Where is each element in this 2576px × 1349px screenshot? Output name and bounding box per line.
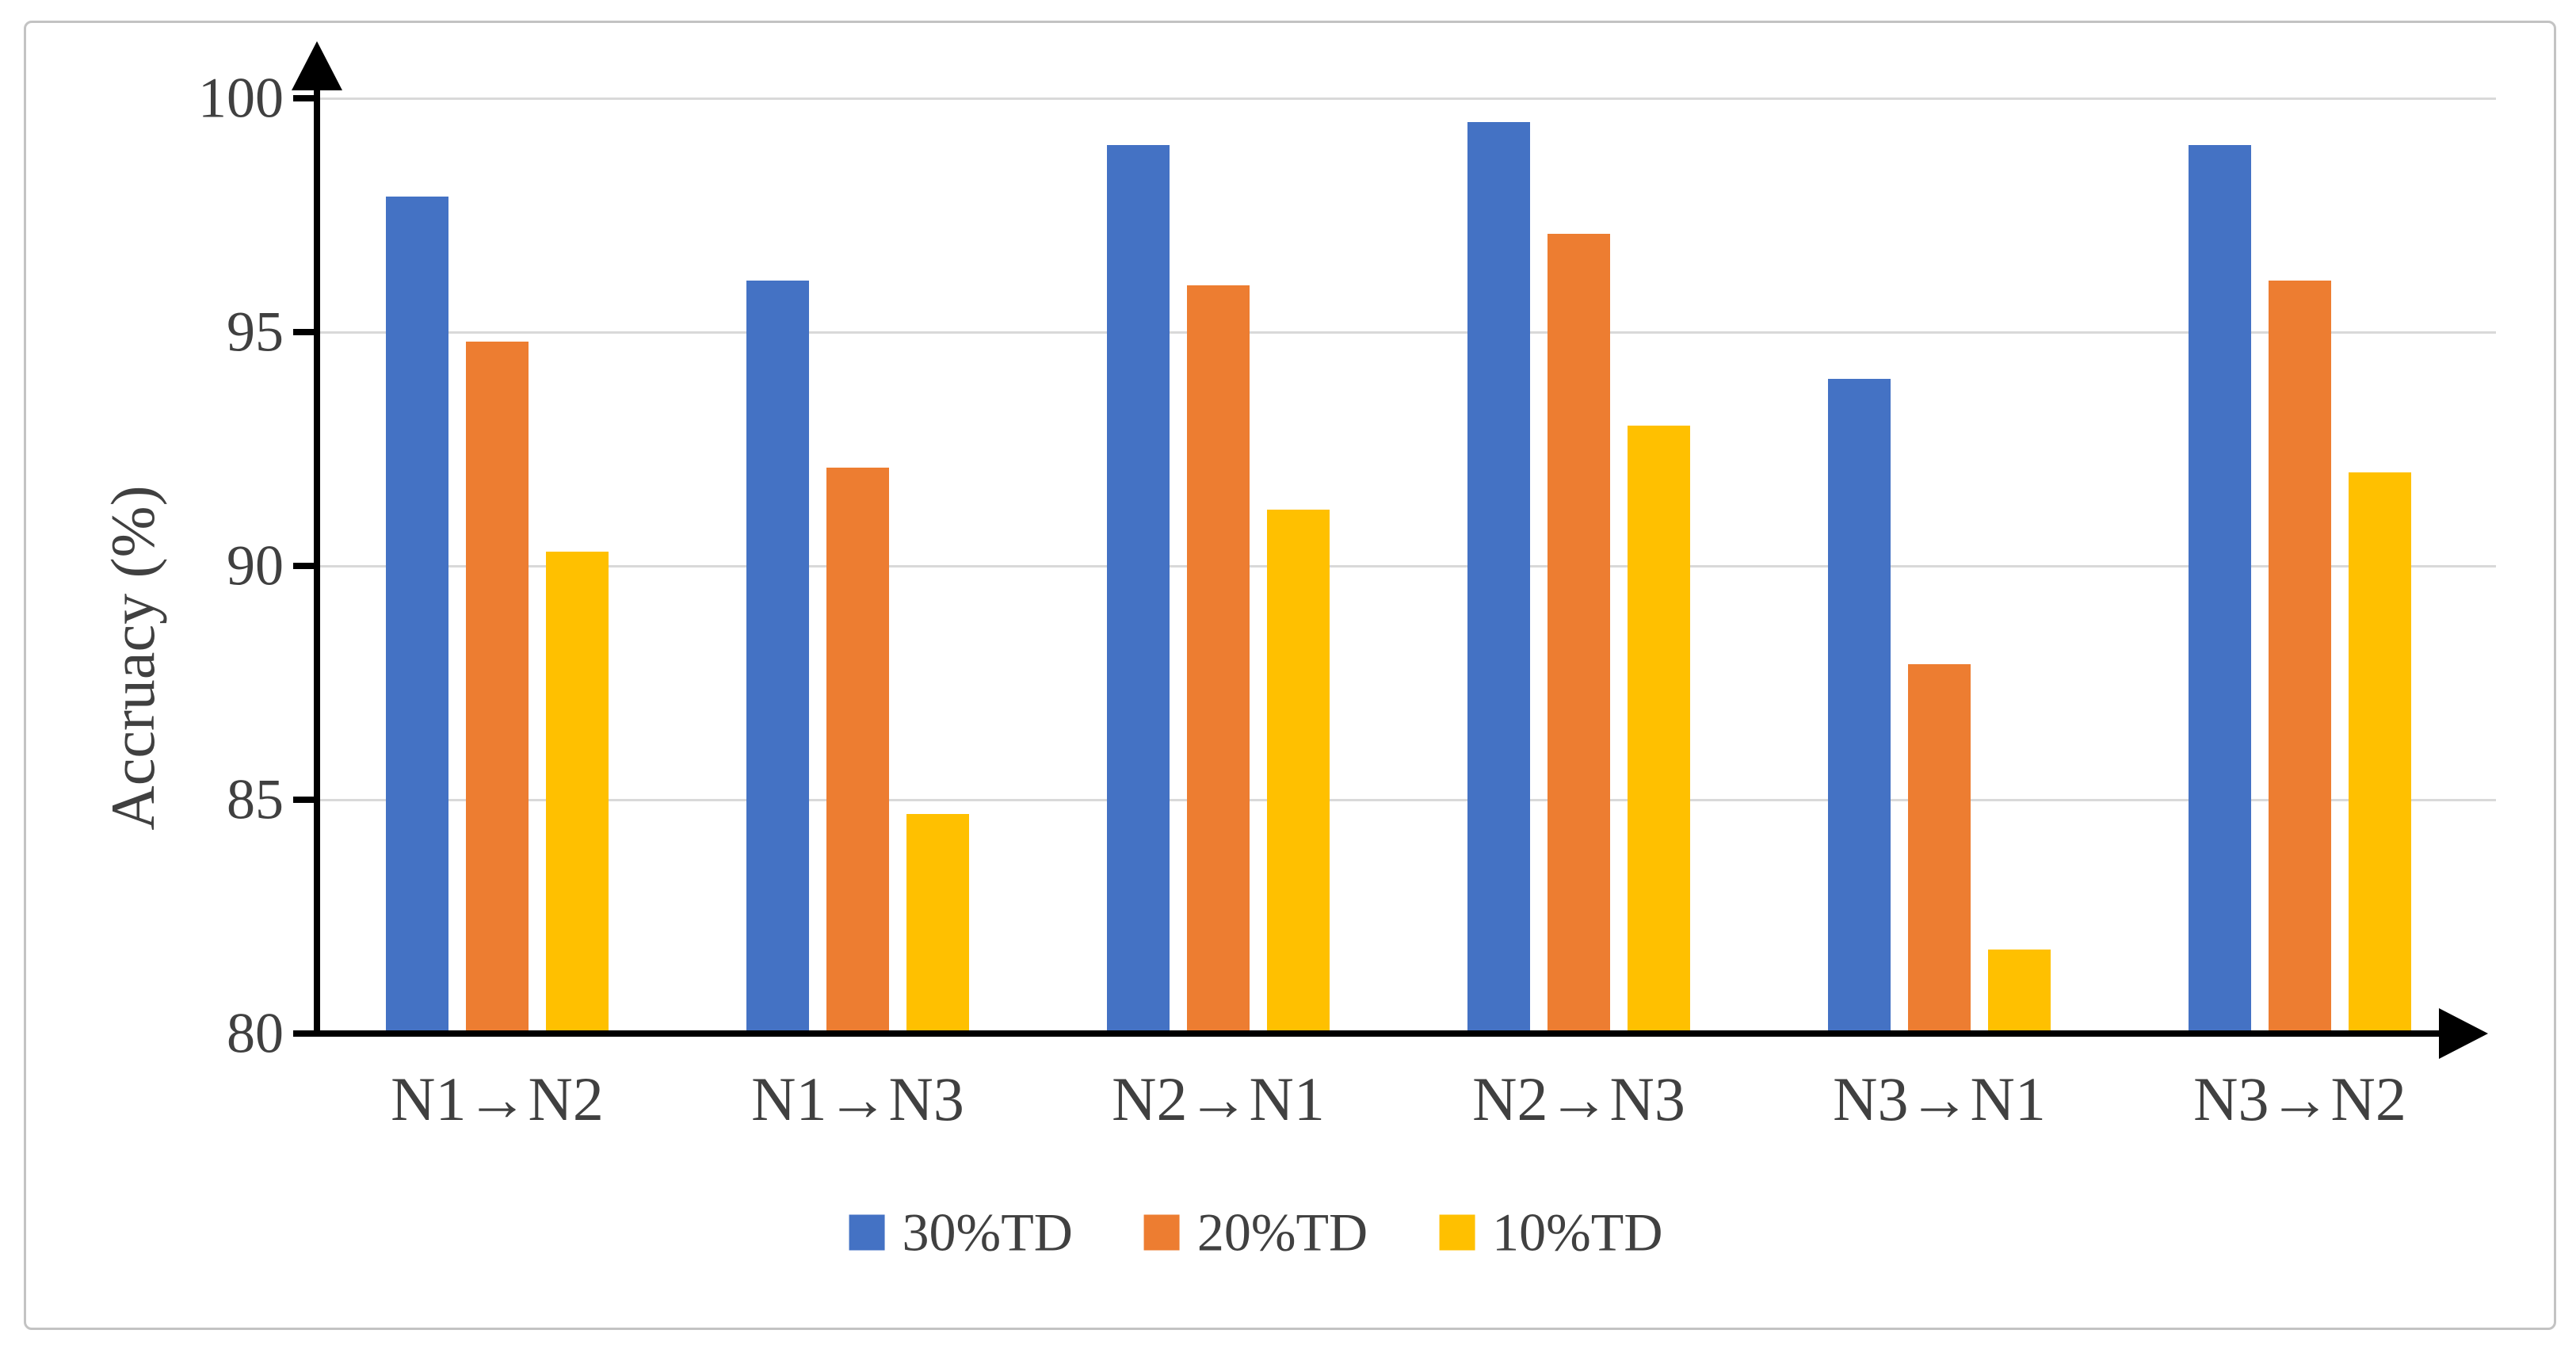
bar-10pct-TD-5	[1988, 949, 2051, 1034]
x-category-label: N2→N1	[1112, 1064, 1325, 1133]
legend-swatch-icon	[1439, 1214, 1475, 1251]
y-axis-tick	[293, 1030, 317, 1037]
bar-20pct-TD-4	[1548, 234, 1610, 1034]
legend-swatch-icon	[1143, 1214, 1180, 1251]
bar-30pct-TD-1	[386, 196, 448, 1034]
bar-30pct-TD-2	[746, 281, 809, 1034]
y-axis-line	[314, 57, 320, 1037]
bar-20pct-TD-2	[826, 468, 889, 1034]
bar-10pct-TD-4	[1628, 426, 1690, 1034]
y-axis-title: Accruacy (%)	[98, 485, 167, 831]
legend-label: 30%TD	[902, 1202, 1073, 1263]
y-tick-label: 85	[227, 767, 284, 831]
x-axis-line	[314, 1030, 2441, 1037]
gridline	[317, 97, 2496, 100]
bar-20pct-TD-1	[466, 341, 529, 1034]
legend: 30%TD 20%TD 10%TD	[849, 1202, 1662, 1264]
bar-30pct-TD-6	[2189, 145, 2251, 1034]
y-axis-arrow-icon	[292, 41, 342, 90]
bar-20pct-TD-3	[1187, 285, 1250, 1034]
legend-label: 10%TD	[1492, 1202, 1663, 1263]
bar-10pct-TD-3	[1267, 510, 1330, 1034]
legend-item: 20%TD	[1143, 1202, 1368, 1264]
bar-10pct-TD-6	[2349, 472, 2411, 1034]
gridline	[317, 331, 2496, 334]
y-axis-tick	[293, 797, 317, 803]
y-tick-label: 95	[227, 300, 284, 364]
x-category-label: N1→N3	[751, 1064, 964, 1133]
bar-20pct-TD-6	[2269, 281, 2331, 1034]
y-axis-tick	[293, 329, 317, 335]
y-axis-tick	[293, 563, 317, 569]
x-category-label: N2→N3	[1472, 1064, 1685, 1133]
gridline	[317, 564, 2496, 567]
x-axis-arrow-icon	[2439, 1008, 2488, 1059]
bar-30pct-TD-3	[1107, 145, 1170, 1034]
legend-item: 30%TD	[849, 1202, 1073, 1264]
x-category-label: N3→N2	[2193, 1064, 2406, 1133]
y-axis-tick	[293, 95, 317, 101]
bar-10pct-TD-2	[906, 813, 969, 1034]
bar-20pct-TD-5	[1908, 663, 1971, 1034]
y-tick-label: 90	[227, 533, 284, 598]
y-tick-label: 100	[198, 66, 284, 130]
bar-10pct-TD-1	[546, 552, 609, 1034]
bar-30pct-TD-5	[1828, 379, 1891, 1034]
gridline	[317, 798, 2496, 801]
y-tick-label: 80	[227, 1001, 284, 1065]
x-category-label: N3→N1	[1833, 1064, 2046, 1133]
legend-swatch-icon	[849, 1214, 885, 1251]
x-category-label: N1→N2	[391, 1064, 604, 1133]
bar-30pct-TD-4	[1467, 121, 1530, 1034]
legend-item: 10%TD	[1439, 1202, 1662, 1264]
legend-label: 20%TD	[1196, 1202, 1368, 1263]
